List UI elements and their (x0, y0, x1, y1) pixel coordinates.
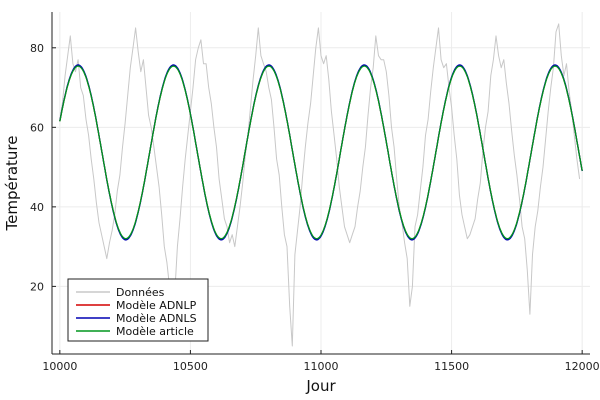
series-article-line (59, 65, 583, 240)
y-tick-label: 40 (30, 201, 44, 214)
x-axis-label: Jour (305, 377, 336, 395)
legend-label-donnees: Données (116, 286, 165, 299)
y-axis-label: Température (3, 135, 21, 231)
y-tick-label: 60 (30, 121, 44, 134)
x-tick-label: 11000 (304, 360, 339, 373)
ticks: 10000 10500 11000 11500 12000 20 40 60 80 (30, 42, 600, 373)
y-tick-label: 20 (30, 280, 44, 293)
x-tick-label: 10000 (42, 360, 77, 373)
series-donnees-line (59, 23, 581, 347)
legend: Données Modèle ADNLP Modèle ADNLS Modèle… (67, 278, 209, 342)
x-tick-label: 11500 (434, 360, 469, 373)
x-tick-label: 10500 (173, 360, 208, 373)
legend-label-adnlp: Modèle ADNLP (116, 299, 197, 312)
legend-label-adnls: Modèle ADNLS (116, 312, 197, 325)
y-tick-label: 80 (30, 42, 44, 55)
x-tick-label: 12000 (565, 360, 600, 373)
legend-label-article: Modèle article (116, 325, 194, 338)
series-layer (59, 23, 583, 347)
